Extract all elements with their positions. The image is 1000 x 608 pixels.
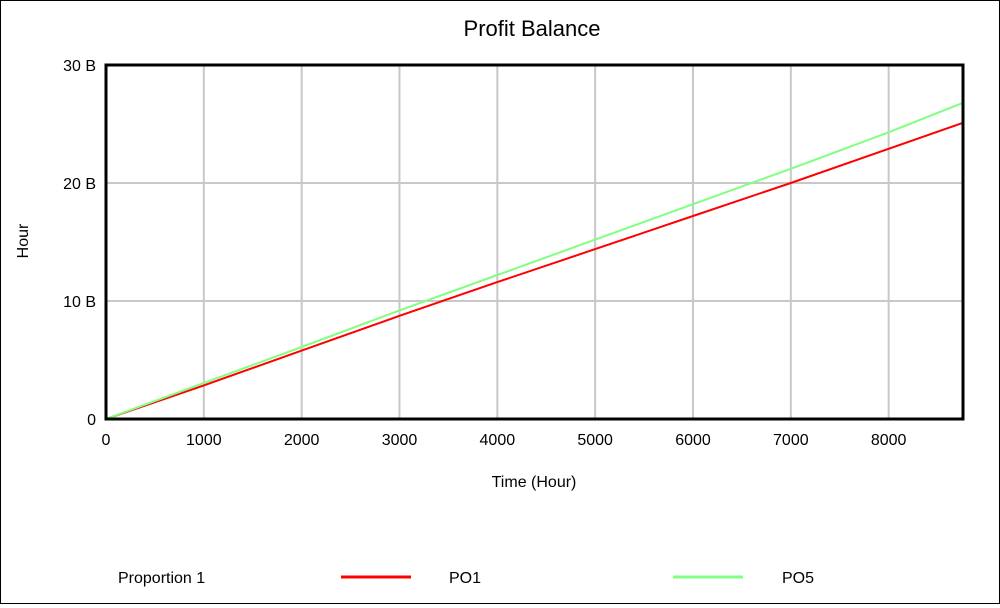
series-line-po5: [105, 101, 964, 420]
chart-title: Profit Balance: [464, 16, 601, 41]
y-tick-label: 0: [87, 412, 96, 429]
grid-layer: [106, 65, 963, 419]
x-tick-label: 7000: [773, 432, 809, 449]
legend-label-po1: PO1: [449, 570, 481, 587]
x-tick-label: 5000: [577, 432, 613, 449]
legend: Proportion 1 PO1 PO5: [118, 570, 814, 587]
plot-area-border: [104, 63, 965, 421]
x-tick-label: 8000: [871, 432, 907, 449]
y-axis-label: Hour: [15, 223, 32, 258]
y-tick-label: 30 B: [63, 58, 96, 75]
x-tick-label: 1000: [186, 432, 222, 449]
legend-prefix: Proportion 1: [118, 570, 205, 587]
x-tick-label: 6000: [675, 432, 711, 449]
x-tick-label: 4000: [480, 432, 516, 449]
legend-label-po5: PO5: [782, 570, 814, 587]
series-line-po1: [105, 121, 964, 420]
y-tick-label: 10 B: [63, 294, 96, 311]
x-axis-label: Time (Hour): [492, 474, 577, 491]
tick-layer: 0 1000 2000 3000 4000 5000 6000 7000 8000 0 10 B 20…: [63, 58, 906, 449]
x-tick-label: 0: [102, 432, 111, 449]
series-layer: [105, 101, 964, 420]
x-tick-label: 2000: [284, 432, 320, 449]
x-tick-label: 3000: [382, 432, 418, 449]
y-tick-label: 20 B: [63, 176, 96, 193]
